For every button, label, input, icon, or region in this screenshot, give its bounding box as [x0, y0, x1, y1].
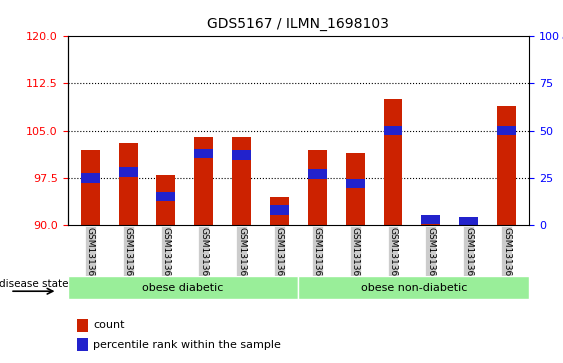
Bar [383, 99, 403, 225]
Bar [194, 137, 213, 225]
Text: GSM1313612: GSM1313612 [351, 227, 360, 287]
Text: obese diabetic: obese diabetic [142, 283, 224, 293]
Bar [308, 150, 327, 225]
Text: disease state: disease state [0, 279, 69, 289]
Text: GSM1313614: GSM1313614 [426, 227, 435, 287]
Bar [421, 215, 440, 224]
Bar [119, 167, 137, 177]
Bar [81, 173, 100, 183]
Text: GSM1313617: GSM1313617 [502, 227, 511, 288]
Text: GSM1313615: GSM1313615 [464, 227, 473, 288]
Bar [497, 106, 516, 225]
Text: GSM1313610: GSM1313610 [162, 227, 171, 288]
Text: GSM1313611: GSM1313611 [199, 227, 208, 288]
Bar [459, 217, 478, 226]
Text: GSM1313607: GSM1313607 [86, 227, 95, 288]
Bar [308, 170, 327, 179]
Text: GSM1313616: GSM1313616 [237, 227, 246, 288]
Text: count: count [93, 320, 124, 330]
Text: GSM1313613: GSM1313613 [388, 227, 397, 288]
Bar [459, 219, 478, 225]
Bar [421, 216, 440, 225]
Text: GSM1313608: GSM1313608 [313, 227, 322, 288]
Bar [346, 179, 365, 188]
Text: obese non-diabetic: obese non-diabetic [361, 283, 467, 293]
Text: percentile rank within the sample: percentile rank within the sample [93, 340, 281, 350]
Text: GSM1313609: GSM1313609 [124, 227, 133, 288]
Bar [157, 175, 176, 225]
Bar [383, 126, 403, 135]
Bar [270, 205, 289, 215]
Bar [119, 143, 137, 225]
Bar [81, 150, 100, 225]
Bar [77, 319, 88, 332]
FancyBboxPatch shape [298, 276, 529, 299]
Text: GSM1313618: GSM1313618 [275, 227, 284, 288]
Bar [157, 192, 176, 201]
Bar [232, 137, 251, 225]
Bar [77, 338, 88, 351]
Title: GDS5167 / ILMN_1698103: GDS5167 / ILMN_1698103 [207, 17, 390, 31]
FancyBboxPatch shape [68, 276, 298, 299]
Bar [232, 151, 251, 160]
Bar [270, 197, 289, 225]
Bar [194, 148, 213, 158]
Bar [497, 126, 516, 135]
Text: %: % [561, 36, 563, 46]
Bar [346, 153, 365, 225]
